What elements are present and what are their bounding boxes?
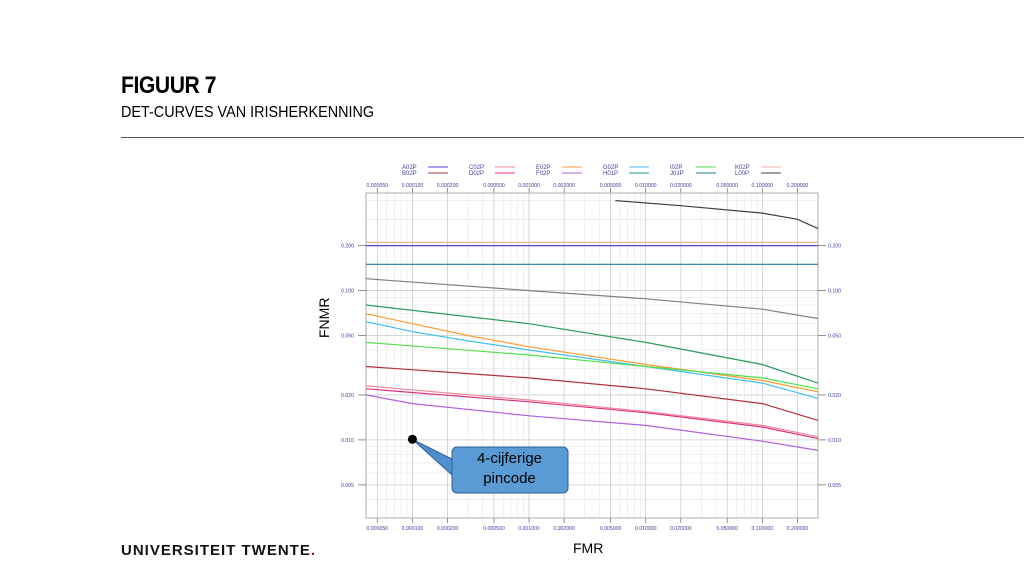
callout-line-2: pincode	[483, 470, 536, 487]
legend-label-i02p: I02P	[670, 165, 682, 171]
x-tick-label-top: 0.100000	[752, 183, 774, 189]
legend-label-j01p: J01P	[670, 171, 684, 177]
x-tick-label-top: 0.000100	[402, 183, 424, 189]
slide-title: FIGUUR 7	[121, 72, 217, 99]
legend-label-e02p: E02P	[536, 165, 551, 171]
slide-subtitle: DET-CURVES VAN IRISHERKENNING	[121, 104, 375, 121]
legend-label-l00p: L00P	[735, 171, 749, 177]
series-line-e02p	[365, 313, 819, 393]
series-line-h01p	[365, 304, 819, 384]
x-tick-label-top: 0.005000	[600, 183, 622, 189]
callout-text: 4-cijferige pincode	[452, 449, 567, 489]
callout-line-1: 4-cijferige	[476, 450, 543, 467]
y-tick-label-left: 0.050	[341, 334, 354, 340]
x-tick-label-bottom: 0.200000	[787, 526, 809, 532]
legend-label-c02p: C02P	[469, 165, 484, 171]
x-tick-label-top: 0.000500	[483, 183, 505, 189]
y-axis-label: FNMR	[316, 297, 332, 338]
series-line-l00p	[615, 200, 819, 230]
x-tick-label-top: 0.001000	[518, 183, 540, 189]
series-line-d02p	[365, 388, 819, 440]
x-tick-label-top: 0.010000	[635, 183, 657, 189]
series-line-f02p	[365, 394, 819, 451]
y-tick-label-left: 0.005	[341, 483, 354, 489]
y-tick-label-right: 0.020	[828, 393, 841, 399]
x-tick-label-top: 0.000200	[437, 183, 459, 189]
y-tick-label-right: 0.010	[828, 438, 841, 444]
x-tick-label-bottom: 0.100000	[752, 526, 774, 532]
y-tick-label-left: 0.200	[341, 244, 354, 250]
y-tick-label-right: 0.005	[828, 483, 841, 489]
x-tick-label-bottom: 0.000200	[437, 526, 459, 532]
title-divider	[121, 137, 1024, 138]
y-tick-label-right: 0.200	[828, 244, 841, 250]
callout-marker-dot	[407, 434, 417, 444]
y-tick-label-right: 0.100	[828, 289, 841, 295]
series-line	[365, 278, 819, 320]
x-tick-label-bottom: 0.000500	[483, 526, 505, 532]
x-tick-label-top: 0.050000	[716, 183, 738, 189]
x-tick-label-bottom: 0.002000	[553, 526, 575, 532]
y-tick-label-left: 0.020	[341, 393, 354, 399]
callout-pointer	[412, 438, 453, 477]
x-tick-label-bottom: 0.000100	[402, 526, 424, 532]
x-axis-label: FMR	[573, 540, 604, 556]
x-tick-label-bottom: 0.005000	[600, 526, 622, 532]
y-tick-label-right: 0.050	[828, 334, 841, 340]
y-tick-label-left: 0.010	[341, 438, 354, 444]
series-line-i02p	[365, 341, 819, 390]
legend-label-b02p: B02P	[402, 171, 417, 177]
x-tick-label-bottom: 0.010000	[635, 526, 657, 532]
plot-frame	[365, 192, 819, 519]
logo-text: UNIVERSITEIT TWENTE	[121, 542, 311, 559]
x-tick-label-top: 0.002000	[553, 183, 575, 189]
series-line-b02p	[365, 365, 819, 421]
x-tick-label-top: 0.000050	[366, 183, 388, 189]
y-tick-label-left: 0.100	[341, 289, 354, 295]
logo-dot: .	[310, 542, 317, 559]
legend-label-h01p: H01P	[603, 171, 618, 177]
x-tick-label-top: 0.020000	[670, 183, 692, 189]
legend-label-a02p: A02P	[402, 165, 417, 171]
callout-box	[451, 446, 569, 494]
legend-label-k02p: K02P	[735, 165, 750, 171]
university-logo: UNIVERSITEIT TWENTE.	[121, 542, 316, 559]
legend-label-f02p: F02P	[536, 171, 550, 177]
x-tick-label-bottom: 0.001000	[518, 526, 540, 532]
x-tick-label-bottom: 0.000050	[366, 526, 388, 532]
series-line-g02p	[365, 321, 819, 399]
series-line-c02p	[365, 385, 819, 438]
x-tick-label-top: 0.200000	[787, 183, 809, 189]
legend-label-d02p: D02P	[469, 171, 484, 177]
legend-label-g02p: G02P	[603, 165, 618, 171]
x-tick-label-bottom: 0.050000	[716, 526, 738, 532]
x-tick-label-bottom: 0.020000	[670, 526, 692, 532]
